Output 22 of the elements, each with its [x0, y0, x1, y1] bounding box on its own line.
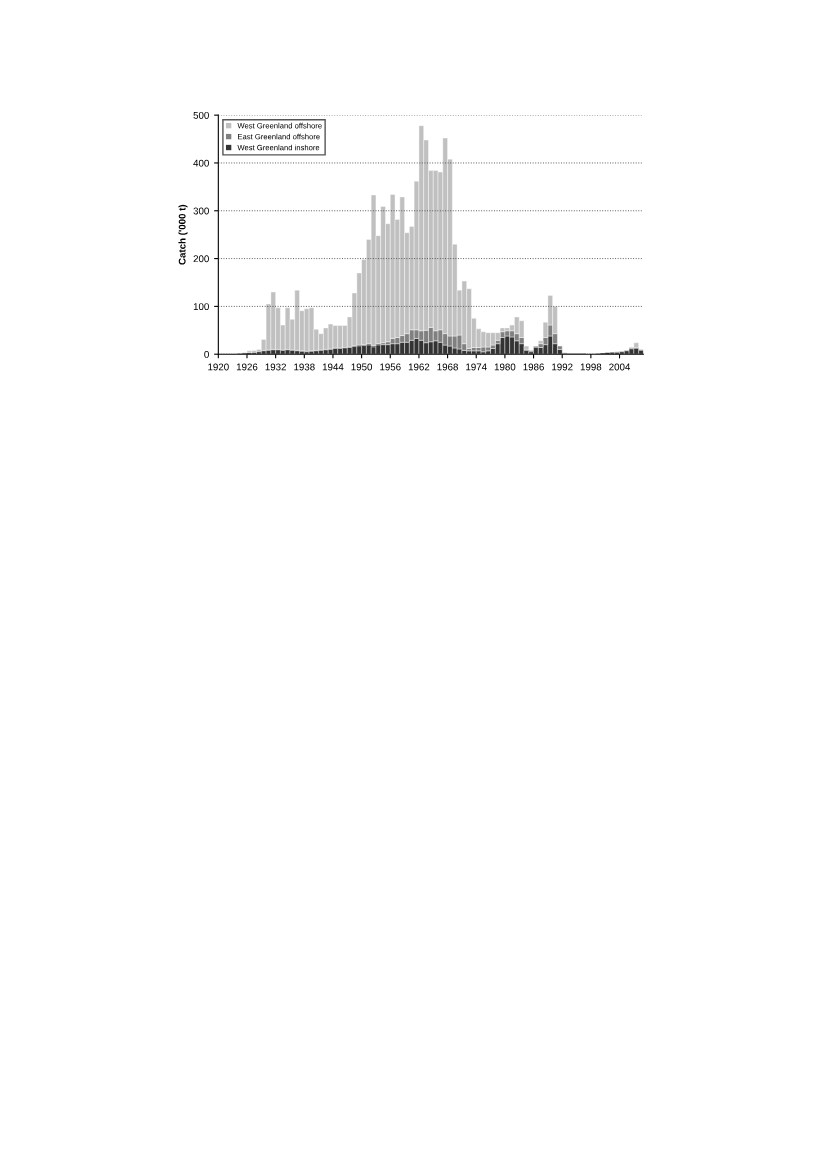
- x-tick-label: 1968: [437, 363, 458, 371]
- y-tick-label: 0: [204, 350, 209, 358]
- x-tick-label: 1920: [208, 363, 229, 371]
- x-tick-label: 1998: [580, 363, 602, 371]
- x-tick-label: 1992: [552, 363, 573, 371]
- x-tick-label: 1938: [294, 363, 315, 371]
- y-tick-label: 200: [193, 255, 209, 263]
- x-tick-label: 1944: [322, 363, 344, 371]
- y-tick-label: 100: [193, 303, 209, 311]
- x-tick-label: 1932: [265, 363, 286, 371]
- x-tick-label: 1980: [494, 363, 516, 371]
- x-tick-label: 2004: [609, 363, 631, 371]
- x-tick-label: 1986: [523, 363, 544, 371]
- y-tick-label: 400: [193, 159, 209, 167]
- y-tick-label: 500: [193, 111, 209, 119]
- x-tick-label: 1962: [408, 363, 430, 371]
- x-tick-label: 1974: [466, 363, 487, 371]
- x-tick-label: 1926: [236, 363, 258, 371]
- y-axis-title: Catch ('000 t): [178, 204, 188, 265]
- x-tick-label: 1956: [380, 363, 401, 371]
- y-tick-label: 300: [193, 207, 209, 215]
- x-tick-label: 1950: [351, 363, 373, 371]
